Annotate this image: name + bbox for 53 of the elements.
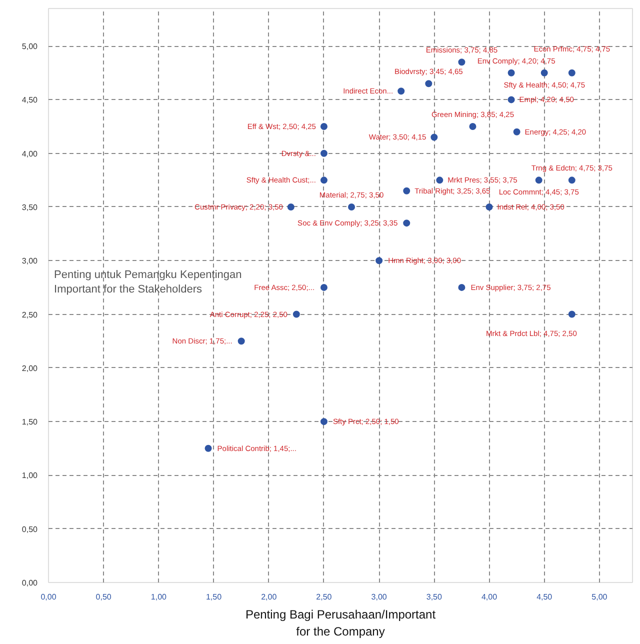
point: [320, 150, 328, 157]
x-axis-title: Penting Bagi Perusahaan/Important for the Company: [245, 608, 436, 638]
point: [292, 310, 300, 318]
y-axis-title: Penting untuk Pemangku Kepentingan Important for the Stakeholders: [54, 268, 242, 296]
x-tick-label: 0,00: [40, 592, 57, 602]
x-tick-label: 4,50: [536, 592, 553, 602]
point: [508, 69, 515, 76]
point: [320, 284, 328, 291]
y-tick-label: 1,00: [22, 471, 38, 480]
point: [568, 69, 576, 76]
x-tick-label: 2,50: [316, 592, 332, 602]
x-tick-label: 2,00: [261, 592, 278, 602]
point: [508, 96, 515, 104]
x-tick-label: 0,50: [96, 592, 112, 602]
point: [348, 203, 356, 210]
point: [238, 338, 245, 345]
point: [535, 176, 542, 184]
y-tick-label: 0,50: [22, 524, 38, 534]
y-tick-label: 1,50: [22, 418, 38, 427]
y-tick-label: 2,00: [22, 364, 38, 373]
y-tick-label: 3,50: [22, 202, 38, 212]
point: [486, 203, 493, 210]
point: [540, 69, 548, 76]
point: [458, 58, 466, 66]
point: [436, 176, 444, 184]
point: [320, 123, 328, 130]
x-tick-label: 3,00: [371, 592, 388, 602]
point: [513, 128, 520, 136]
y-tick-label: 2,50: [22, 310, 38, 320]
x-tick-label: 5,00: [592, 592, 608, 602]
y-tick-label: 4,00: [22, 149, 38, 158]
point: [376, 257, 383, 264]
point: [430, 134, 438, 141]
point: [287, 203, 294, 210]
point: [403, 187, 410, 194]
x-tick-label: 4,00: [481, 592, 498, 602]
y-tick-label: 0,00: [22, 578, 38, 588]
y-tick-label: 5,00: [22, 42, 38, 52]
x-tick-label: 3,50: [426, 592, 442, 602]
point: [204, 444, 212, 452]
y-tick-label: 3,00: [22, 256, 38, 266]
y-tick-label: 4,50: [22, 96, 38, 105]
point: [458, 284, 466, 291]
x-tick-label: 1,50: [206, 592, 222, 602]
point: [568, 310, 576, 318]
point: [320, 176, 328, 184]
point: [398, 88, 405, 95]
point: [568, 176, 576, 184]
point: [320, 418, 328, 426]
x-tick-label: 1,00: [150, 592, 168, 602]
point: [403, 220, 410, 227]
point: [469, 123, 476, 130]
point: [425, 80, 432, 88]
